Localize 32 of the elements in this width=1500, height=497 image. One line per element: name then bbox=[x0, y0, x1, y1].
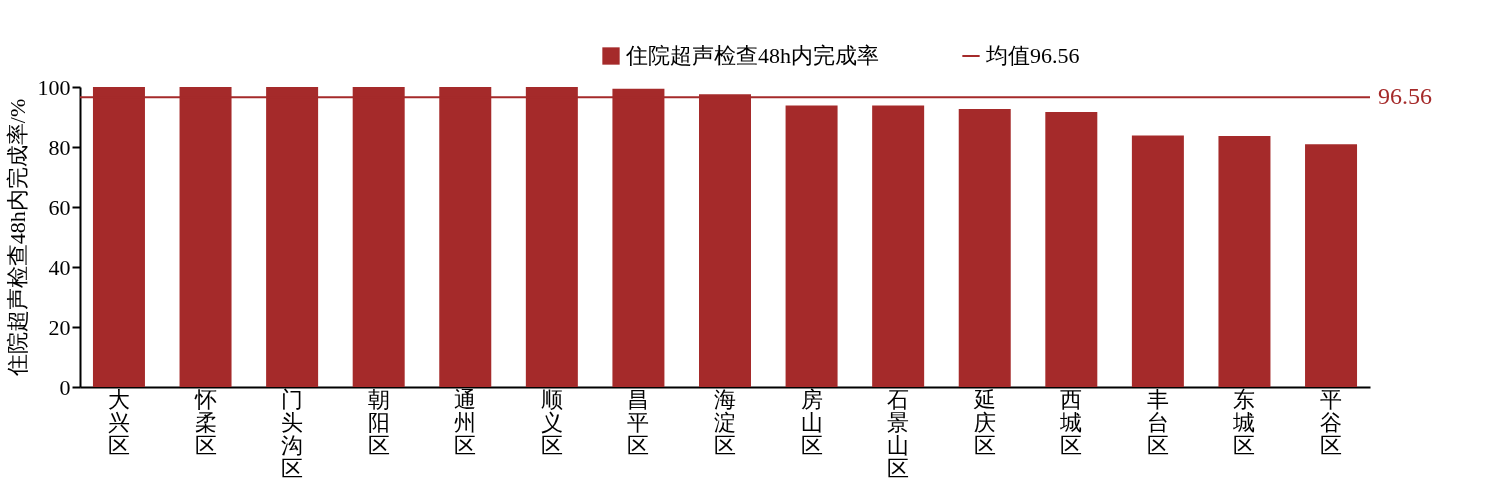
x-tick-label: 大兴区 bbox=[107, 386, 130, 458]
bar bbox=[872, 105, 925, 387]
y-tick-label: 0 bbox=[59, 374, 71, 400]
legend-label: 住院超声检查48h内完成率 bbox=[625, 43, 879, 68]
y-axis-title: 住院超声检查48h内完成率/% bbox=[4, 98, 30, 378]
x-tick-label: 丰台区 bbox=[1146, 386, 1169, 458]
text: 96.56 bbox=[1378, 83, 1432, 110]
x-tick-label: 石景山区 bbox=[887, 386, 910, 481]
x-tick-label: 延庆区 bbox=[972, 386, 996, 458]
bar bbox=[1218, 135, 1271, 387]
x-tick-label: 西城区 bbox=[1059, 386, 1083, 458]
x-tick-label: 怀柔区 bbox=[193, 386, 217, 458]
x-tick-label: 房山区 bbox=[800, 386, 823, 458]
x-tick-label: 昌平区 bbox=[627, 386, 650, 458]
x-tick-label: 顺义区 bbox=[540, 386, 563, 458]
bar bbox=[958, 108, 1011, 387]
x-tick-label: 门头沟区 bbox=[281, 386, 304, 481]
y-tick-label: 40 bbox=[48, 254, 71, 280]
bar bbox=[785, 105, 838, 387]
bar bbox=[1131, 135, 1184, 387]
bar bbox=[1305, 144, 1358, 387]
y-tick-label: 100 bbox=[37, 74, 71, 100]
x-tick-label: 东城区 bbox=[1232, 386, 1256, 458]
x-tick-label: 通州区 bbox=[454, 386, 477, 458]
x-tick-label: 朝阳区 bbox=[367, 386, 390, 458]
y-tick-label: 80 bbox=[48, 134, 71, 160]
y-tick-label: 20 bbox=[48, 314, 71, 340]
y-tick-label: 60 bbox=[48, 194, 71, 220]
x-tick-label: 平谷区 bbox=[1320, 386, 1343, 458]
bar bbox=[1045, 111, 1098, 387]
x-tick-label: 海淀区 bbox=[714, 386, 736, 458]
legend-label: 均值96.56 bbox=[985, 43, 1080, 68]
